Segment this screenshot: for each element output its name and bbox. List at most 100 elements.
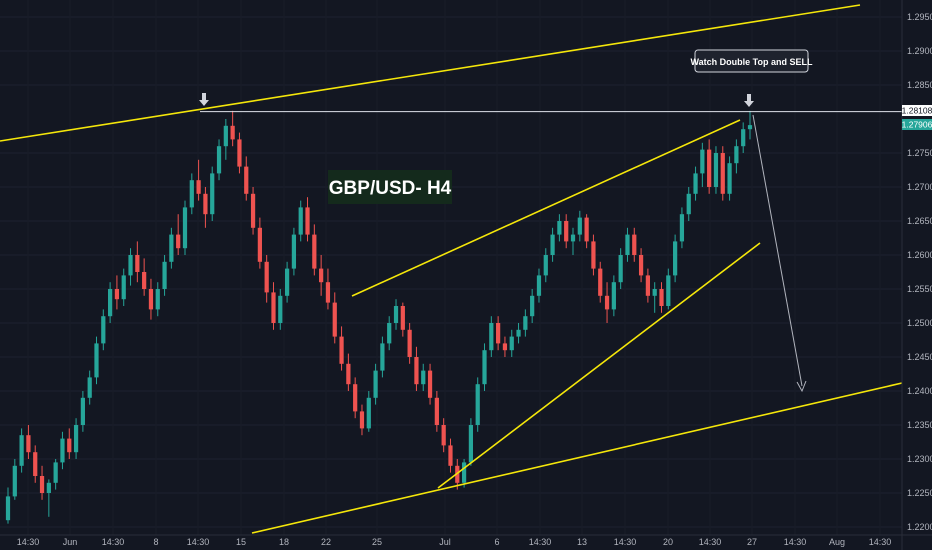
candle-body bbox=[53, 462, 58, 483]
candle bbox=[366, 391, 371, 432]
x-tick-label: 14:30 bbox=[614, 537, 637, 547]
y-tick-label: 1.29500 bbox=[907, 12, 932, 22]
candle-body bbox=[264, 261, 269, 293]
candle bbox=[496, 316, 501, 351]
candle bbox=[387, 316, 392, 351]
candle-body bbox=[434, 397, 439, 425]
x-tick-label: Aug bbox=[829, 537, 845, 547]
candle-body bbox=[407, 329, 412, 357]
candle-body bbox=[570, 234, 576, 242]
resistance-price-text: 1.28108 bbox=[902, 106, 932, 116]
x-tick-label: 14:30 bbox=[869, 537, 892, 547]
second-top-marker-icon bbox=[744, 94, 754, 107]
candle bbox=[380, 336, 385, 378]
candle-body bbox=[686, 193, 691, 215]
y-tick-label: 1.22000 bbox=[907, 522, 932, 532]
candle bbox=[734, 139, 739, 174]
x-tick-label: 15 bbox=[236, 537, 246, 547]
y-tick-label: 1.25500 bbox=[907, 284, 932, 294]
candle bbox=[666, 268, 671, 310]
x-tick-label: 14:30 bbox=[102, 537, 125, 547]
candle bbox=[434, 391, 439, 432]
candle-body bbox=[101, 316, 106, 344]
x-tick-label: 13 bbox=[577, 537, 587, 547]
candle-body bbox=[203, 193, 208, 215]
candle-body bbox=[632, 234, 637, 255]
candle bbox=[707, 139, 712, 194]
y-tick-label: 1.27000 bbox=[907, 182, 932, 192]
callout-text: Watch Double Top and SELL bbox=[691, 57, 813, 67]
candle bbox=[346, 353, 351, 391]
last-price-text: 1.27906 bbox=[902, 120, 932, 130]
candle-body bbox=[26, 435, 31, 453]
candle-body bbox=[189, 180, 194, 208]
first-top-marker-icon bbox=[199, 93, 209, 106]
candle bbox=[135, 241, 140, 283]
resistance-price-label: 1.28108 bbox=[902, 105, 932, 116]
candle bbox=[250, 187, 256, 235]
candle-body bbox=[461, 462, 467, 483]
candle-body bbox=[625, 234, 630, 255]
candle-body bbox=[604, 295, 610, 310]
candle-body bbox=[598, 268, 603, 296]
candle bbox=[39, 465, 45, 500]
candle bbox=[468, 418, 474, 466]
candle-body bbox=[223, 125, 228, 147]
candle-body bbox=[414, 357, 419, 385]
candle-body bbox=[673, 241, 678, 276]
title-box-bg bbox=[328, 170, 452, 204]
candle bbox=[475, 377, 480, 432]
marker-head bbox=[744, 101, 754, 107]
candle bbox=[319, 255, 324, 296]
candle-body bbox=[693, 173, 698, 194]
candle-body bbox=[12, 465, 17, 497]
candle bbox=[5, 487, 11, 524]
candle bbox=[216, 139, 222, 181]
candle-body bbox=[373, 370, 378, 398]
y-tick-label: 1.29000 bbox=[907, 46, 932, 56]
candle-body bbox=[319, 268, 324, 283]
candle-body bbox=[107, 289, 113, 317]
candle bbox=[189, 173, 194, 215]
candle-body bbox=[387, 323, 392, 344]
candle bbox=[94, 336, 99, 385]
candle bbox=[713, 146, 719, 194]
candle-body bbox=[305, 207, 310, 235]
candle bbox=[482, 343, 487, 391]
candle bbox=[577, 210, 582, 242]
x-tick-label: 14:30 bbox=[187, 537, 210, 547]
candle bbox=[543, 248, 548, 283]
candle-body bbox=[496, 323, 501, 344]
candle-body bbox=[489, 323, 494, 351]
candle bbox=[33, 445, 38, 483]
candle-body bbox=[707, 149, 712, 187]
candle-body bbox=[5, 496, 11, 521]
candle bbox=[264, 255, 269, 303]
candle bbox=[203, 187, 208, 228]
candle bbox=[46, 479, 51, 517]
candle bbox=[353, 377, 358, 419]
upper-channel-line bbox=[0, 4, 861, 142]
candle bbox=[142, 258, 147, 296]
candle bbox=[557, 214, 562, 242]
y-tick-label: 1.25000 bbox=[907, 318, 932, 328]
candle bbox=[359, 404, 365, 436]
candle-body bbox=[250, 193, 256, 228]
candle bbox=[727, 156, 732, 201]
candle bbox=[570, 227, 576, 255]
candle bbox=[530, 289, 535, 323]
candle-body bbox=[244, 166, 249, 194]
candle bbox=[19, 428, 24, 473]
y-tick-label: 1.22500 bbox=[907, 488, 932, 498]
y-tick-label: 1.23000 bbox=[907, 454, 932, 464]
marker-shaft bbox=[202, 93, 206, 100]
candle-body bbox=[257, 227, 262, 262]
candle-body bbox=[638, 255, 644, 276]
candle-body bbox=[577, 217, 582, 235]
wedge-lower-line bbox=[437, 242, 761, 489]
candle-body bbox=[121, 275, 126, 300]
callout-box-bg bbox=[694, 49, 809, 73]
candle bbox=[700, 142, 705, 187]
